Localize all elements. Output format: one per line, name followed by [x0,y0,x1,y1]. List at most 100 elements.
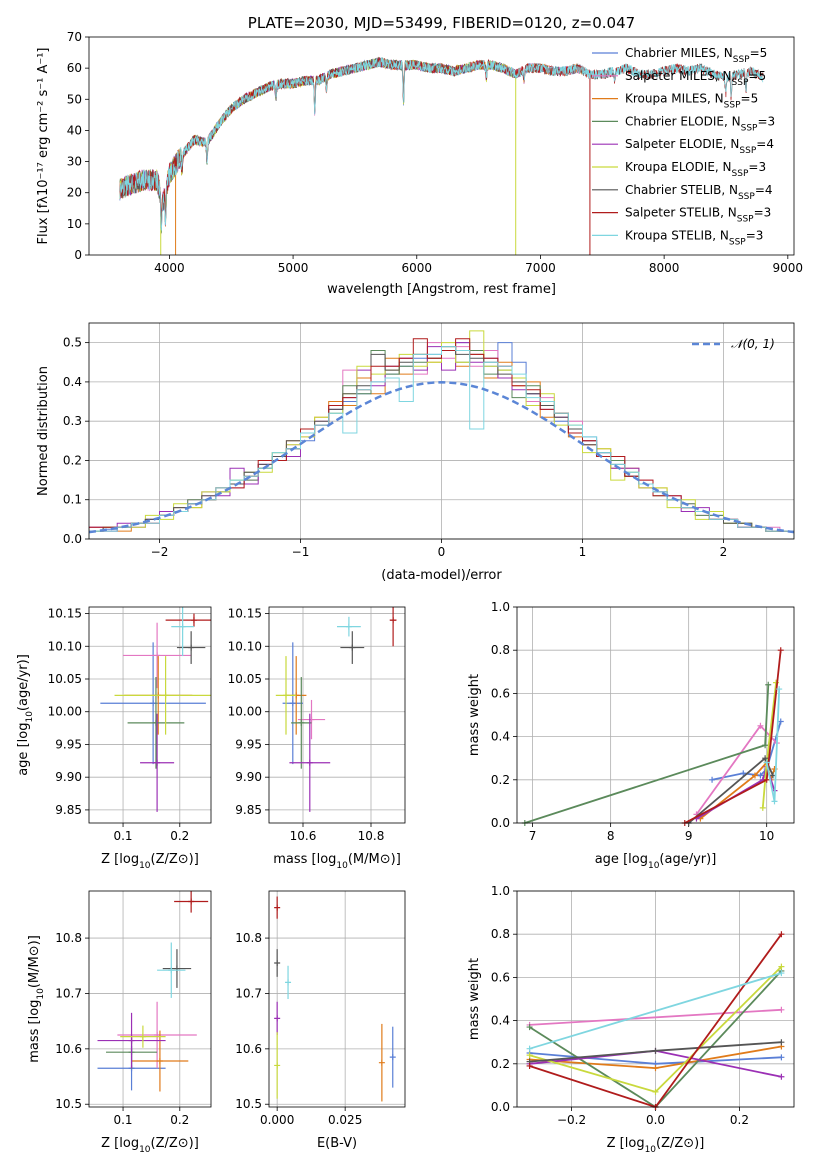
data-point [168,967,175,974]
weight-point [778,1054,785,1061]
y-tick-label: 10.6 [235,1042,262,1056]
y-tick-label: 0.3 [63,414,82,428]
data-point [389,1054,396,1061]
data-point [154,652,161,659]
axes-frame [88,36,795,256]
x-tick-label: 0.000 [260,1113,294,1127]
x-tick-label: 5000 [278,261,309,275]
data-point [152,719,159,726]
gaussian-curve [89,381,794,534]
legend-label: Salpeter MILES, NSSP=5 [625,69,766,88]
x-tick-label: 9000 [773,261,804,275]
weight-point [778,1006,785,1013]
data-point [274,904,281,911]
y-tick-label: 0.6 [491,686,510,700]
legend-label: Kroupa STELIB, NSSP=3 [625,228,763,247]
data-point [188,644,195,651]
y-tick-label: 10.7 [55,986,82,1000]
y-tick-label: 0.4 [63,375,82,389]
y-tick-label: 9.85 [235,803,262,817]
weight-point [757,772,764,779]
y-tick-label: 0.2 [491,1057,510,1071]
data-point [378,1059,385,1066]
y-tick-label: 9.85 [55,803,82,817]
y-axis-label: Normed distribution [36,366,51,496]
y-tick-label: 0.8 [491,643,510,657]
weight-point [757,722,764,729]
x-tick-label: −1 [292,545,310,559]
y-tick-label: 0.6 [491,970,510,984]
residual-histogram-panel: −2 −1 0 1 2 0.0 0.1 0.2 0.3 0.4 0.5 𝒩(0, 1) (data-mo… [36,322,795,583]
weight-point [526,1045,533,1052]
chart-title: PLATE=2030, MJD=53499, FIBERID=0120, z=0… [248,14,635,32]
legend-label: 𝒩(0, 1) [731,337,775,351]
data-point [162,692,169,699]
y-tick-label: 10.8 [55,931,82,945]
y-tick-label: 9.95 [55,737,82,751]
weight-point [765,681,772,688]
weight-point [762,755,769,762]
data-point [188,898,195,905]
x-tick-label: 10.6 [290,829,317,843]
x-tick-label: 7000 [525,261,556,275]
data-point [349,644,356,651]
z-vs-mass-panel: 0.1 0.2 10.5 10.6 10.7 10.8 Z [log10(Z/Z⊙)] mas… [27,890,212,1155]
z-vs-age-panel: 0.1 0.2 9.85 9.90 9.95 10.00 10.05 10.10 10.15 Z … [16,607,212,871]
data-point [139,1033,146,1040]
axes-frame [268,606,406,824]
data-point [154,759,161,766]
x-tick-label: 2 [720,545,728,559]
data-point [274,1062,281,1069]
legend-label: Chabrier ELODIE, NSSP=3 [625,114,775,133]
x-tick-label: 0 [438,545,446,559]
y-tick-label: 10.10 [228,639,262,653]
y-tick-label: 0.4 [491,1014,510,1028]
y-axis-label: age [log10(age/yr)] [16,654,35,776]
weight-line [529,933,783,1107]
x-tick-label: 4000 [154,261,185,275]
y-tick-label: 10.10 [48,639,82,653]
weight-line [529,970,783,1107]
x-tick-label: 0.2 [730,1113,749,1127]
x-tick-label: 10.8 [358,829,385,843]
y-tick-label: 30 [67,155,82,169]
weight-line [524,684,770,823]
y-tick-label: 10.5 [55,1097,82,1111]
y-axis-label: Flux [fλ10⁻¹⁷ erg cm⁻² s⁻¹ A⁻¹] [36,48,51,245]
y-tick-label: 10.05 [48,672,82,686]
weight-point [778,1039,785,1046]
y-tick-label: 10.15 [228,607,262,621]
data-point [190,617,197,624]
axes-frame [88,322,795,540]
y-tick-label: 10.00 [228,705,262,719]
weight-point [778,963,785,970]
legend-label: Chabrier MILES, NSSP=5 [625,46,767,65]
y-tick-label: 0.2 [491,773,510,787]
data-point [274,1015,281,1022]
y-tick-label: 0 [74,248,82,262]
z-vs-weight-panel: −0.2 0.0 0.2 0.0 0.2 0.4 0.6 0.8 1.0 Z [log10(Z/Z… [467,884,795,1155]
y-tick-label: 10.7 [235,986,262,1000]
data-point [285,979,292,986]
x-axis-label: Z [log10(Z/Z⊙)] [607,1136,705,1155]
y-axis-label: mass [log10(M/M⊙)] [27,935,46,1063]
x-tick-label: 0.2 [170,1113,189,1127]
y-tick-label: 0.5 [63,336,82,350]
weight-point [777,647,784,654]
histogram-step [89,346,794,539]
data-point [274,960,281,966]
x-tick-label: 0.0 [646,1113,665,1127]
y-tick-label: 9.95 [235,737,262,751]
weight-point [763,776,770,783]
x-tick-label: 0.1 [113,829,132,843]
mass-vs-age-panel: 10.6 10.8 9.85 9.90 9.95 10.00 10.05 10.10 10.15… [228,606,406,871]
weight-point [751,772,758,779]
axes-frame [268,890,406,1108]
y-tick-label: 0.0 [491,1100,510,1114]
legend-label: Kroupa ELODIE, NSSP=3 [625,160,766,179]
y-tick-label: 40 [67,123,82,137]
y-tick-label: 10.6 [55,1042,82,1056]
y-tick-label: 9.90 [235,770,262,784]
y-tick-label: 50 [67,92,82,106]
